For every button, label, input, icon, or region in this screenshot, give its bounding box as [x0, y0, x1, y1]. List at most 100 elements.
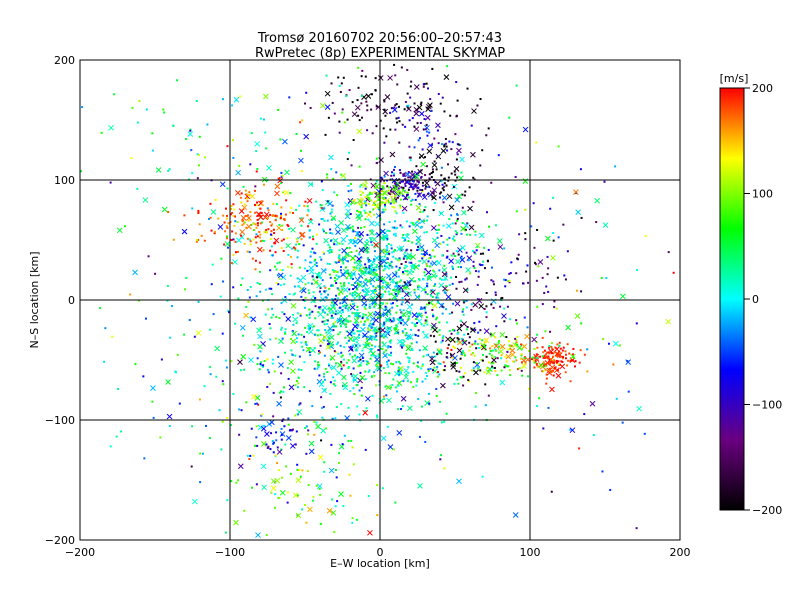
data-point: [415, 318, 417, 320]
data-point: [561, 361, 563, 363]
data-point: [527, 282, 529, 284]
data-point: [263, 118, 265, 120]
data-point: [252, 238, 254, 240]
data-point: [442, 337, 444, 339]
data-point: [412, 371, 414, 373]
data-point: [614, 165, 616, 167]
data-point-cross: [432, 327, 437, 332]
data-point: [199, 452, 201, 454]
data-point: [308, 292, 310, 294]
data-point: [321, 204, 323, 206]
data-point: [261, 200, 263, 202]
data-point: [281, 311, 283, 313]
data-point: [401, 303, 403, 305]
data-point: [291, 267, 293, 269]
data-point-cross: [430, 360, 435, 365]
data-point: [388, 372, 390, 374]
data-point: [425, 372, 427, 374]
data-point: [438, 362, 440, 364]
data-point: [521, 370, 523, 372]
data-point: [485, 341, 487, 343]
data-point: [275, 431, 277, 433]
data-point-cross: [220, 182, 225, 187]
colorbar-label: [m/s]: [720, 72, 749, 85]
data-point: [440, 103, 442, 105]
data-point: [381, 348, 383, 350]
data-point-cross: [501, 314, 506, 319]
data-point: [496, 374, 498, 376]
data-point: [567, 250, 569, 252]
data-point: [297, 256, 299, 258]
data-point: [388, 291, 390, 293]
data-point: [415, 334, 417, 336]
data-point: [446, 413, 448, 415]
data-point: [480, 98, 482, 100]
data-point: [395, 324, 397, 326]
data-point: [197, 210, 199, 212]
data-point: [369, 260, 371, 262]
data-point: [570, 380, 572, 382]
data-point: [311, 283, 313, 285]
data-point: [300, 225, 302, 227]
data-point: [189, 130, 191, 132]
data-point: [443, 225, 445, 227]
data-point: [281, 240, 283, 242]
data-point: [334, 380, 336, 382]
data-point: [424, 441, 426, 443]
data-point: [331, 208, 333, 210]
data-point: [306, 314, 308, 316]
data-point: [494, 367, 496, 369]
data-point: [395, 266, 397, 268]
data-point: [275, 454, 277, 456]
data-point: [366, 294, 368, 296]
data-point-cross: [403, 321, 408, 326]
data-point: [449, 284, 451, 286]
data-point-cross: [182, 229, 187, 234]
data-point: [404, 267, 406, 269]
data-point: [234, 220, 236, 222]
data-point: [249, 163, 251, 165]
data-point: [385, 209, 387, 211]
data-point: [550, 346, 552, 348]
data-point: [313, 291, 315, 293]
data-point: [432, 369, 434, 371]
data-point: [222, 333, 224, 335]
data-point: [507, 365, 509, 367]
data-point: [403, 258, 405, 260]
data-point: [491, 366, 493, 368]
data-point: [443, 189, 445, 191]
data-point: [433, 367, 435, 369]
data-point: [486, 356, 488, 358]
data-point: [437, 371, 439, 373]
data-point: [323, 339, 325, 341]
data-point-cross: [251, 317, 256, 322]
data-point: [387, 366, 389, 368]
data-point: [374, 204, 376, 206]
data-point: [673, 272, 675, 274]
data-point: [233, 215, 235, 217]
data-point-cross: [435, 123, 440, 128]
data-point: [344, 305, 346, 307]
data-point: [543, 292, 545, 294]
data-point: [290, 275, 292, 277]
data-point: [360, 362, 362, 364]
data-point: [349, 293, 351, 295]
data-point: [446, 65, 448, 67]
data-point: [232, 254, 234, 256]
data-point: [249, 296, 251, 298]
data-point-cross: [479, 304, 484, 309]
data-point-cross: [461, 210, 466, 215]
data-point-cross: [575, 314, 580, 319]
data-point: [348, 340, 350, 342]
data-point: [240, 235, 242, 237]
data-point: [288, 378, 290, 380]
data-point-cross: [261, 464, 266, 469]
data-point: [331, 317, 333, 319]
data-point: [437, 376, 439, 378]
data-point: [424, 254, 426, 256]
data-point: [277, 356, 279, 358]
data-point: [328, 288, 330, 290]
data-point: [255, 436, 257, 438]
data-point: [257, 357, 259, 359]
data-point-cross: [250, 194, 255, 199]
